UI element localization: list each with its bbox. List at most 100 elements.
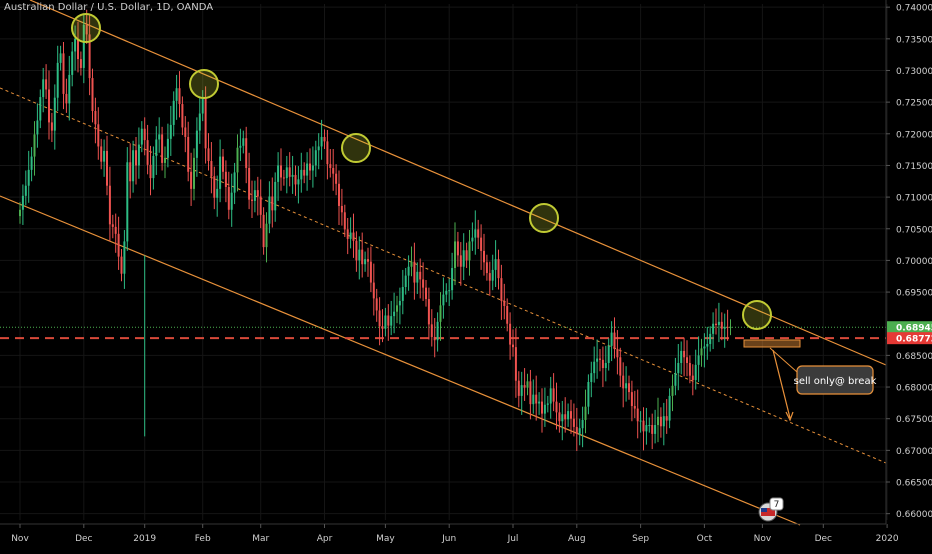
candle-body — [724, 327, 726, 329]
candle-body — [506, 306, 508, 324]
candle-body — [68, 75, 70, 103]
candle-body — [234, 172, 236, 192]
candle-body — [324, 137, 326, 141]
touch-highlight-circle — [72, 14, 100, 42]
y-tick-label: 0.73500 — [896, 35, 932, 45]
x-tick-label: Oct — [697, 534, 713, 544]
candle-body — [260, 196, 262, 214]
candle-body — [576, 427, 578, 434]
flag-icon-canton — [761, 508, 767, 512]
x-tick-label: Nov — [754, 534, 772, 544]
candle-body — [457, 241, 459, 255]
candle-body — [587, 382, 589, 407]
break-zone-rect — [744, 340, 800, 347]
candle-body — [332, 168, 334, 174]
candle-body — [454, 241, 456, 268]
candle-body — [663, 416, 665, 426]
candle-body — [535, 395, 537, 404]
candle-body — [512, 345, 514, 348]
candle-body — [451, 268, 453, 290]
candle-body — [152, 156, 154, 178]
candle-body — [434, 337, 436, 340]
price-label[interactable]: 0.68945 — [887, 321, 932, 334]
price-label[interactable]: 0.68772 — [887, 332, 932, 345]
y-tick-label: 0.74000 — [896, 4, 932, 14]
candle-body — [141, 129, 143, 145]
candle-body — [158, 134, 160, 139]
candle-body — [390, 316, 392, 325]
candle-body — [355, 241, 357, 261]
candle-body — [495, 259, 497, 270]
candle-body — [225, 172, 227, 187]
candle-body — [57, 63, 59, 98]
candle-body — [399, 301, 401, 305]
touch-highlight-circle — [342, 134, 370, 162]
candle-body — [295, 175, 297, 184]
candle-body — [396, 305, 398, 311]
candle-body — [22, 196, 24, 210]
candle-body — [709, 334, 711, 344]
candle-body — [170, 125, 172, 139]
candle-body — [463, 250, 465, 266]
candle-body — [164, 158, 166, 163]
candle-body — [680, 351, 682, 363]
candle-body — [205, 98, 207, 149]
candle-body — [683, 351, 685, 357]
x-tick-label: Aug — [568, 534, 586, 544]
candle-body — [602, 360, 604, 368]
candle-body — [161, 134, 163, 162]
candle-body — [585, 407, 587, 420]
candle-body — [34, 134, 36, 156]
y-tick-label: 0.72000 — [896, 130, 932, 140]
candle-body — [248, 168, 250, 200]
candle-body — [353, 233, 355, 241]
candle-body — [500, 278, 502, 301]
candle-body — [611, 333, 613, 346]
candle-body — [51, 122, 53, 130]
y-tick-label: 0.66000 — [896, 510, 932, 520]
y-tick-label: 0.69500 — [896, 289, 932, 299]
candle-body — [660, 417, 662, 426]
candle-body — [582, 420, 584, 428]
candle-body — [492, 270, 494, 281]
candle-body — [115, 227, 117, 234]
candle-body — [271, 196, 273, 210]
candle-body — [60, 53, 62, 62]
candle-body — [718, 322, 720, 325]
candle-body — [292, 175, 294, 177]
candle-body — [703, 347, 705, 349]
candle-body — [640, 421, 642, 422]
candle-body — [637, 409, 639, 422]
candle-body — [634, 406, 636, 409]
candle-body — [529, 381, 531, 404]
candle-body — [471, 238, 473, 242]
candle-body — [579, 428, 581, 434]
candle-body — [416, 272, 418, 283]
x-tick-label: Mar — [252, 534, 269, 544]
candle-body — [344, 212, 346, 229]
x-tick-label: Dec — [75, 534, 92, 544]
touch-highlight-circle — [530, 204, 558, 232]
candle-body — [347, 229, 349, 238]
candle-body — [190, 172, 192, 189]
event-count-text: 7 — [774, 500, 780, 510]
candle-body — [413, 262, 415, 283]
candle-body — [63, 53, 65, 94]
candle-body — [608, 346, 610, 363]
candle-body — [358, 250, 360, 261]
candle-body — [672, 386, 674, 396]
candle-body — [698, 355, 700, 364]
annotation-callout[interactable]: sell only@ break — [794, 366, 877, 394]
candle-body — [666, 416, 668, 420]
candle-body — [106, 151, 108, 186]
candle-body — [335, 174, 337, 184]
candle-body — [689, 363, 691, 376]
candle-body — [686, 357, 688, 363]
candle-body — [466, 250, 468, 260]
candle-body — [132, 150, 134, 181]
candle-body — [411, 262, 413, 267]
candle-body — [184, 127, 186, 136]
candle-body — [286, 167, 288, 178]
